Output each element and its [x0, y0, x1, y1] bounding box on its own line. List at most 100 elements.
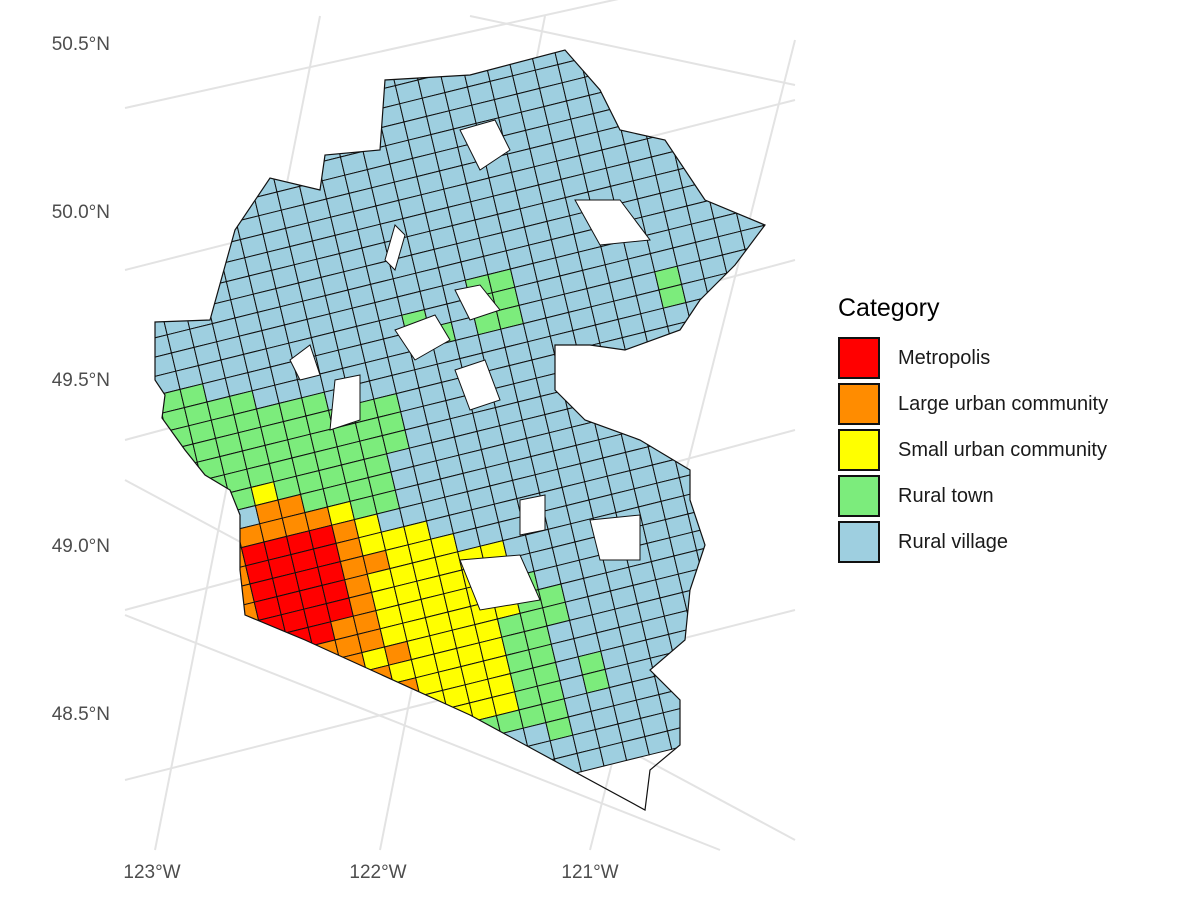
map-cell — [723, 460, 753, 486]
map-cell — [198, 667, 227, 693]
map-cell — [638, 404, 668, 430]
map-cell — [440, 780, 470, 806]
map-cell — [409, 749, 438, 776]
map-cell — [757, 702, 765, 728]
map-cell — [661, 398, 690, 424]
map-cell — [708, 598, 738, 624]
map-cell — [672, 646, 701, 672]
map-cell — [705, 79, 734, 105]
map-cell — [155, 164, 157, 190]
gap-7 — [574, 199, 651, 246]
map-cell — [302, 699, 331, 725]
map-cell — [679, 374, 709, 400]
map-cell — [477, 733, 506, 759]
map-cell — [322, 77, 351, 104]
map-cell — [589, 397, 618, 423]
map-cell — [259, 112, 288, 139]
map-cell — [503, 50, 532, 59]
map-cell — [155, 467, 180, 493]
map-cell — [251, 789, 280, 810]
map-cell — [685, 700, 714, 727]
map-cell — [320, 675, 349, 701]
map-cell — [751, 376, 765, 402]
map-cell — [761, 315, 765, 342]
map-cell — [728, 478, 757, 504]
map-gaps — [289, 119, 651, 611]
map-cell — [463, 775, 492, 801]
map-cell — [278, 801, 307, 810]
map-cell — [562, 384, 591, 410]
map-cell — [598, 50, 627, 55]
map-cell — [749, 164, 765, 190]
map-cell — [296, 777, 325, 804]
map-cell — [163, 213, 192, 239]
graticule-line-b — [124, 614, 721, 851]
map-cell — [155, 201, 165, 227]
map-cell — [718, 133, 747, 160]
x-tick-label: 122°W — [349, 862, 406, 883]
map-cell — [355, 724, 385, 750]
map-cell — [711, 405, 740, 431]
map-cell — [204, 184, 233, 210]
map-cell — [653, 670, 683, 696]
legend-swatch-rural-village — [838, 521, 880, 563]
legend-title: Category — [838, 294, 940, 322]
map-cell — [413, 768, 443, 794]
legend-label: Rural village — [898, 530, 1009, 553]
map-cell — [481, 751, 510, 777]
map-cell — [630, 367, 659, 393]
map-cell — [731, 593, 760, 619]
y-tick-label: 50.5°N — [52, 34, 110, 55]
map-cell — [155, 642, 174, 668]
map-cell — [155, 273, 182, 300]
map-cell — [176, 268, 205, 294]
map-cell — [235, 619, 264, 645]
map-cell — [387, 755, 416, 781]
map-cell — [207, 703, 236, 729]
map-cell — [743, 339, 765, 365]
map-cell — [585, 378, 614, 405]
map-cell — [155, 563, 179, 589]
map-cell — [606, 65, 635, 91]
map-cell — [218, 142, 247, 168]
map-cell — [435, 50, 464, 76]
map-cell — [206, 800, 235, 810]
map-cell — [279, 705, 308, 731]
map-cell — [290, 143, 319, 169]
legend-item-rural-village: Rural village — [838, 519, 1108, 565]
map-cell — [637, 96, 667, 122]
map-cell — [395, 791, 424, 810]
map-cell — [700, 562, 729, 588]
map-cell — [205, 492, 234, 518]
map-cell — [700, 157, 729, 183]
map-cell — [740, 629, 765, 655]
map-cell — [748, 665, 765, 692]
map-cell — [240, 136, 270, 162]
map-cell — [684, 392, 713, 419]
map-cell — [239, 637, 268, 664]
gap-3 — [329, 374, 361, 431]
map-cell — [759, 509, 765, 535]
map-cell — [725, 363, 754, 389]
map-cell — [175, 769, 204, 795]
map-cell — [275, 686, 304, 713]
map-cell — [184, 709, 213, 735]
map-cell — [706, 387, 735, 413]
map-cell — [744, 243, 765, 269]
legend-item-metropolis: Metropolis — [838, 335, 1108, 381]
map-cell — [342, 670, 372, 696]
map-cell — [721, 653, 750, 679]
map-cell — [458, 50, 487, 70]
map-cell — [209, 105, 238, 132]
gap-4 — [454, 284, 501, 321]
map-cell — [742, 50, 765, 57]
map-cell — [189, 727, 218, 753]
map-cell — [369, 682, 399, 708]
map-cell — [164, 117, 193, 143]
map-cell — [391, 773, 420, 799]
gap-6 — [454, 359, 501, 411]
map-cell — [262, 632, 291, 658]
map-cell — [310, 735, 339, 762]
map-cell — [319, 772, 348, 798]
map-cell — [256, 710, 286, 736]
